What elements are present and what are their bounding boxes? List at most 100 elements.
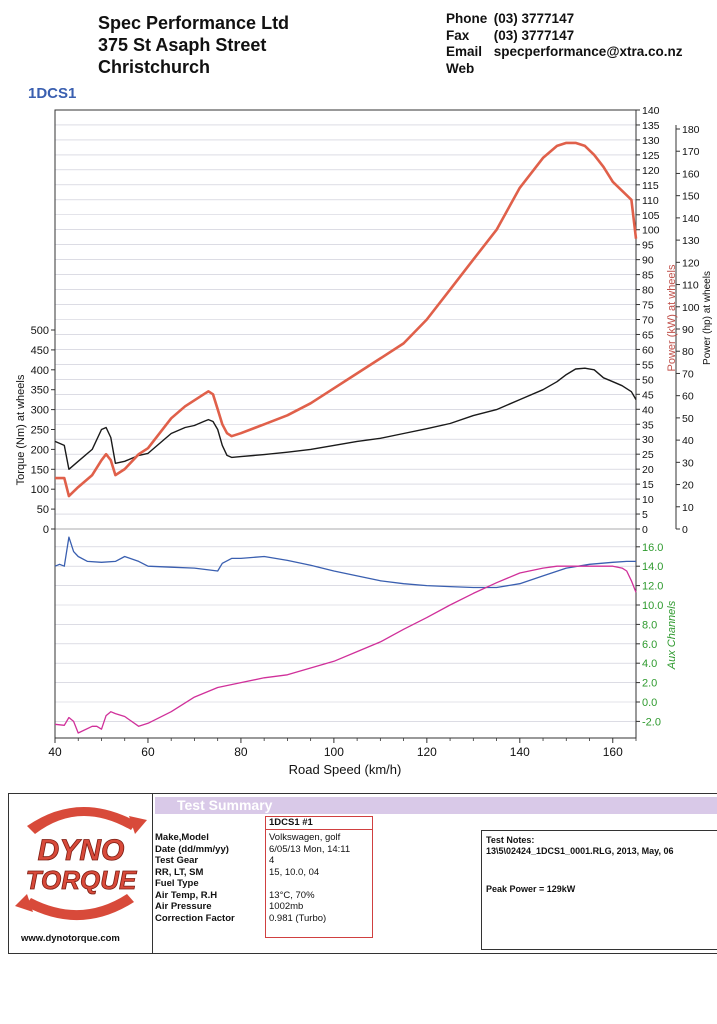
torque-tick-label: 100 [31, 484, 49, 496]
notes-file: 13\5\02424_1DCS1_0001.RLG, 2013, May, 06 [486, 846, 674, 856]
hp-tick-label: 80 [682, 346, 694, 358]
torque-tick-label: 300 [31, 405, 49, 417]
kw-tick-label: 50 [642, 374, 654, 386]
fax-value: (03) 3777147 [493, 27, 575, 43]
email-value: specperformance@xtra.co.nz [493, 44, 683, 59]
kw-tick-label: 5 [642, 509, 648, 521]
value-date: 6/05/13 Mon, 14:11 [269, 843, 351, 855]
kw-tick-label: 30 [642, 434, 654, 446]
torque-tick-label: 500 [31, 325, 49, 337]
hp-tick-label: 60 [682, 391, 694, 403]
boost-curve [54, 536, 636, 589]
hp-tick-label: 160 [682, 168, 700, 180]
notes-title: Test Notes: [486, 835, 535, 845]
kw-tick-label: 0 [642, 524, 648, 536]
kw-tick-label: 130 [642, 135, 660, 147]
torque-curve [54, 367, 637, 470]
kw-tick-label: 70 [642, 315, 654, 327]
hp-tick-label: 110 [682, 280, 699, 292]
contact-block: Phone (03) 3777147 Fax (03) 3777147 Emai… [446, 11, 683, 77]
chart-grid [55, 109, 636, 722]
value-make-model: Volkswagen, golf [269, 832, 341, 843]
hp-tick-label: 180 [682, 124, 700, 136]
x-tick-label: 100 [324, 745, 344, 759]
label-air-temp: Air Temp, R.H [155, 889, 218, 901]
peak-power: Peak Power = 129kW [486, 884, 576, 894]
kw-tick-label: 115 [642, 180, 659, 192]
logo-url: www.dynotorque.com [21, 933, 120, 944]
power-curve [55, 141, 638, 498]
summary-values-box: 1DCS1 #1 Volkswagen, golf 6/05/13 Mon, 1… [265, 816, 373, 938]
dynotorque-logo: DYNO TORQUE www.dynotorque.com [9, 794, 153, 953]
x-tick-label: 60 [141, 745, 155, 759]
torque-axis-title: Torque (Nm) at wheels [15, 374, 27, 485]
summary-title: Test Summary [155, 797, 717, 814]
x-tick-label: 140 [510, 745, 530, 759]
label-test-gear: Test Gear [155, 855, 199, 866]
torque-tick-label: 50 [37, 504, 49, 516]
kw-tick-label: 140 [642, 105, 660, 117]
aux-tick-label: 6.0 [642, 639, 657, 651]
label-air-pressure: Air Pressure [155, 901, 212, 912]
kw-tick-label: 100 [642, 225, 660, 237]
kw-tick-label: 135 [642, 120, 660, 132]
kw-tick-label: 55 [642, 359, 654, 371]
aux-tick-label: 16.0 [642, 542, 663, 554]
kw-tick-label: 35 [642, 419, 654, 431]
aux-tick-label: 0.0 [642, 697, 657, 709]
aux-tick-label: -2.0 [642, 716, 661, 728]
value-correction-factor: 0.981 (Turbo) [269, 912, 327, 924]
torque-tick-label: 0 [43, 524, 49, 536]
label-rr-lt-sm: RR, LT, SM [155, 866, 204, 878]
kw-tick-label: 25 [642, 449, 654, 461]
value-air-temp: 13°C, 70% [269, 889, 315, 901]
chart-axes: 40 60 80 100 120 140 1600501001502002503003504… [31, 105, 700, 759]
value-fuel-type [269, 878, 372, 890]
company-address-line2: Christchurch [98, 57, 211, 77]
kw-tick-label: 90 [642, 255, 654, 267]
x-axis-title: Road Speed (km/h) [289, 762, 402, 777]
hp-tick-label: 100 [682, 302, 700, 314]
hp-tick-label: 30 [682, 457, 694, 469]
torque-tick-label: 450 [31, 345, 49, 357]
kw-tick-label: 120 [642, 165, 660, 177]
hp-tick-label: 20 [682, 480, 694, 492]
kw-tick-label: 85 [642, 270, 654, 282]
aux-tick-label: 10.0 [642, 600, 663, 612]
aux-tick-label: 2.0 [642, 678, 657, 690]
dyno-chart: 40 60 80 100 120 140 1600501001502002503003504… [15, 105, 713, 777]
aux-tick-label: 12.0 [642, 581, 663, 593]
aux-tick-label: 4.0 [642, 658, 657, 670]
logo-word-torque: TORQUE [26, 865, 137, 895]
hp-tick-label: 50 [682, 413, 694, 425]
company-block: Spec Performance Ltd 375 St Asaph Street… [98, 12, 289, 78]
hp-tick-label: 130 [682, 235, 700, 247]
label-make-model: Make,Model [155, 832, 209, 843]
kw-tick-label: 20 [642, 464, 654, 476]
hp-tick-label: 140 [682, 213, 700, 225]
value-test-gear: 4 [269, 855, 275, 866]
afr-curve [54, 565, 637, 734]
company-address-line1: 375 St Asaph Street [98, 35, 267, 55]
phone-label: Phone [446, 11, 488, 26]
dynotorque-logo-graphic: DYNO TORQUE [15, 806, 147, 921]
label-correction-factor: Correction Factor [155, 912, 235, 924]
hp-tick-label: 120 [682, 257, 700, 269]
x-tick-label: 80 [234, 745, 248, 759]
power-hp-axis-title: Power (hp) at wheels [702, 271, 713, 365]
torque-tick-label: 250 [31, 425, 49, 437]
logo-word-dyno: DYNO [38, 834, 125, 867]
kw-tick-label: 10 [642, 494, 654, 506]
value-rr-lt-sm: 15, 10.0, 04 [269, 866, 320, 878]
test-summary-panel: DYNO TORQUE www.dynotorque.com Test Summ… [8, 793, 717, 954]
label-date: Date (dd/mm/yy) [155, 843, 229, 855]
kw-tick-label: 95 [642, 240, 654, 252]
aux-tick-label: 8.0 [642, 619, 657, 631]
torque-tick-label: 350 [31, 385, 49, 397]
email-label: Email [446, 44, 483, 59]
hp-tick-label: 170 [682, 146, 700, 158]
hp-tick-label: 10 [682, 502, 694, 514]
kw-tick-label: 45 [642, 389, 654, 401]
hp-tick-label: 90 [682, 324, 694, 336]
x-tick-label: 120 [417, 745, 437, 759]
